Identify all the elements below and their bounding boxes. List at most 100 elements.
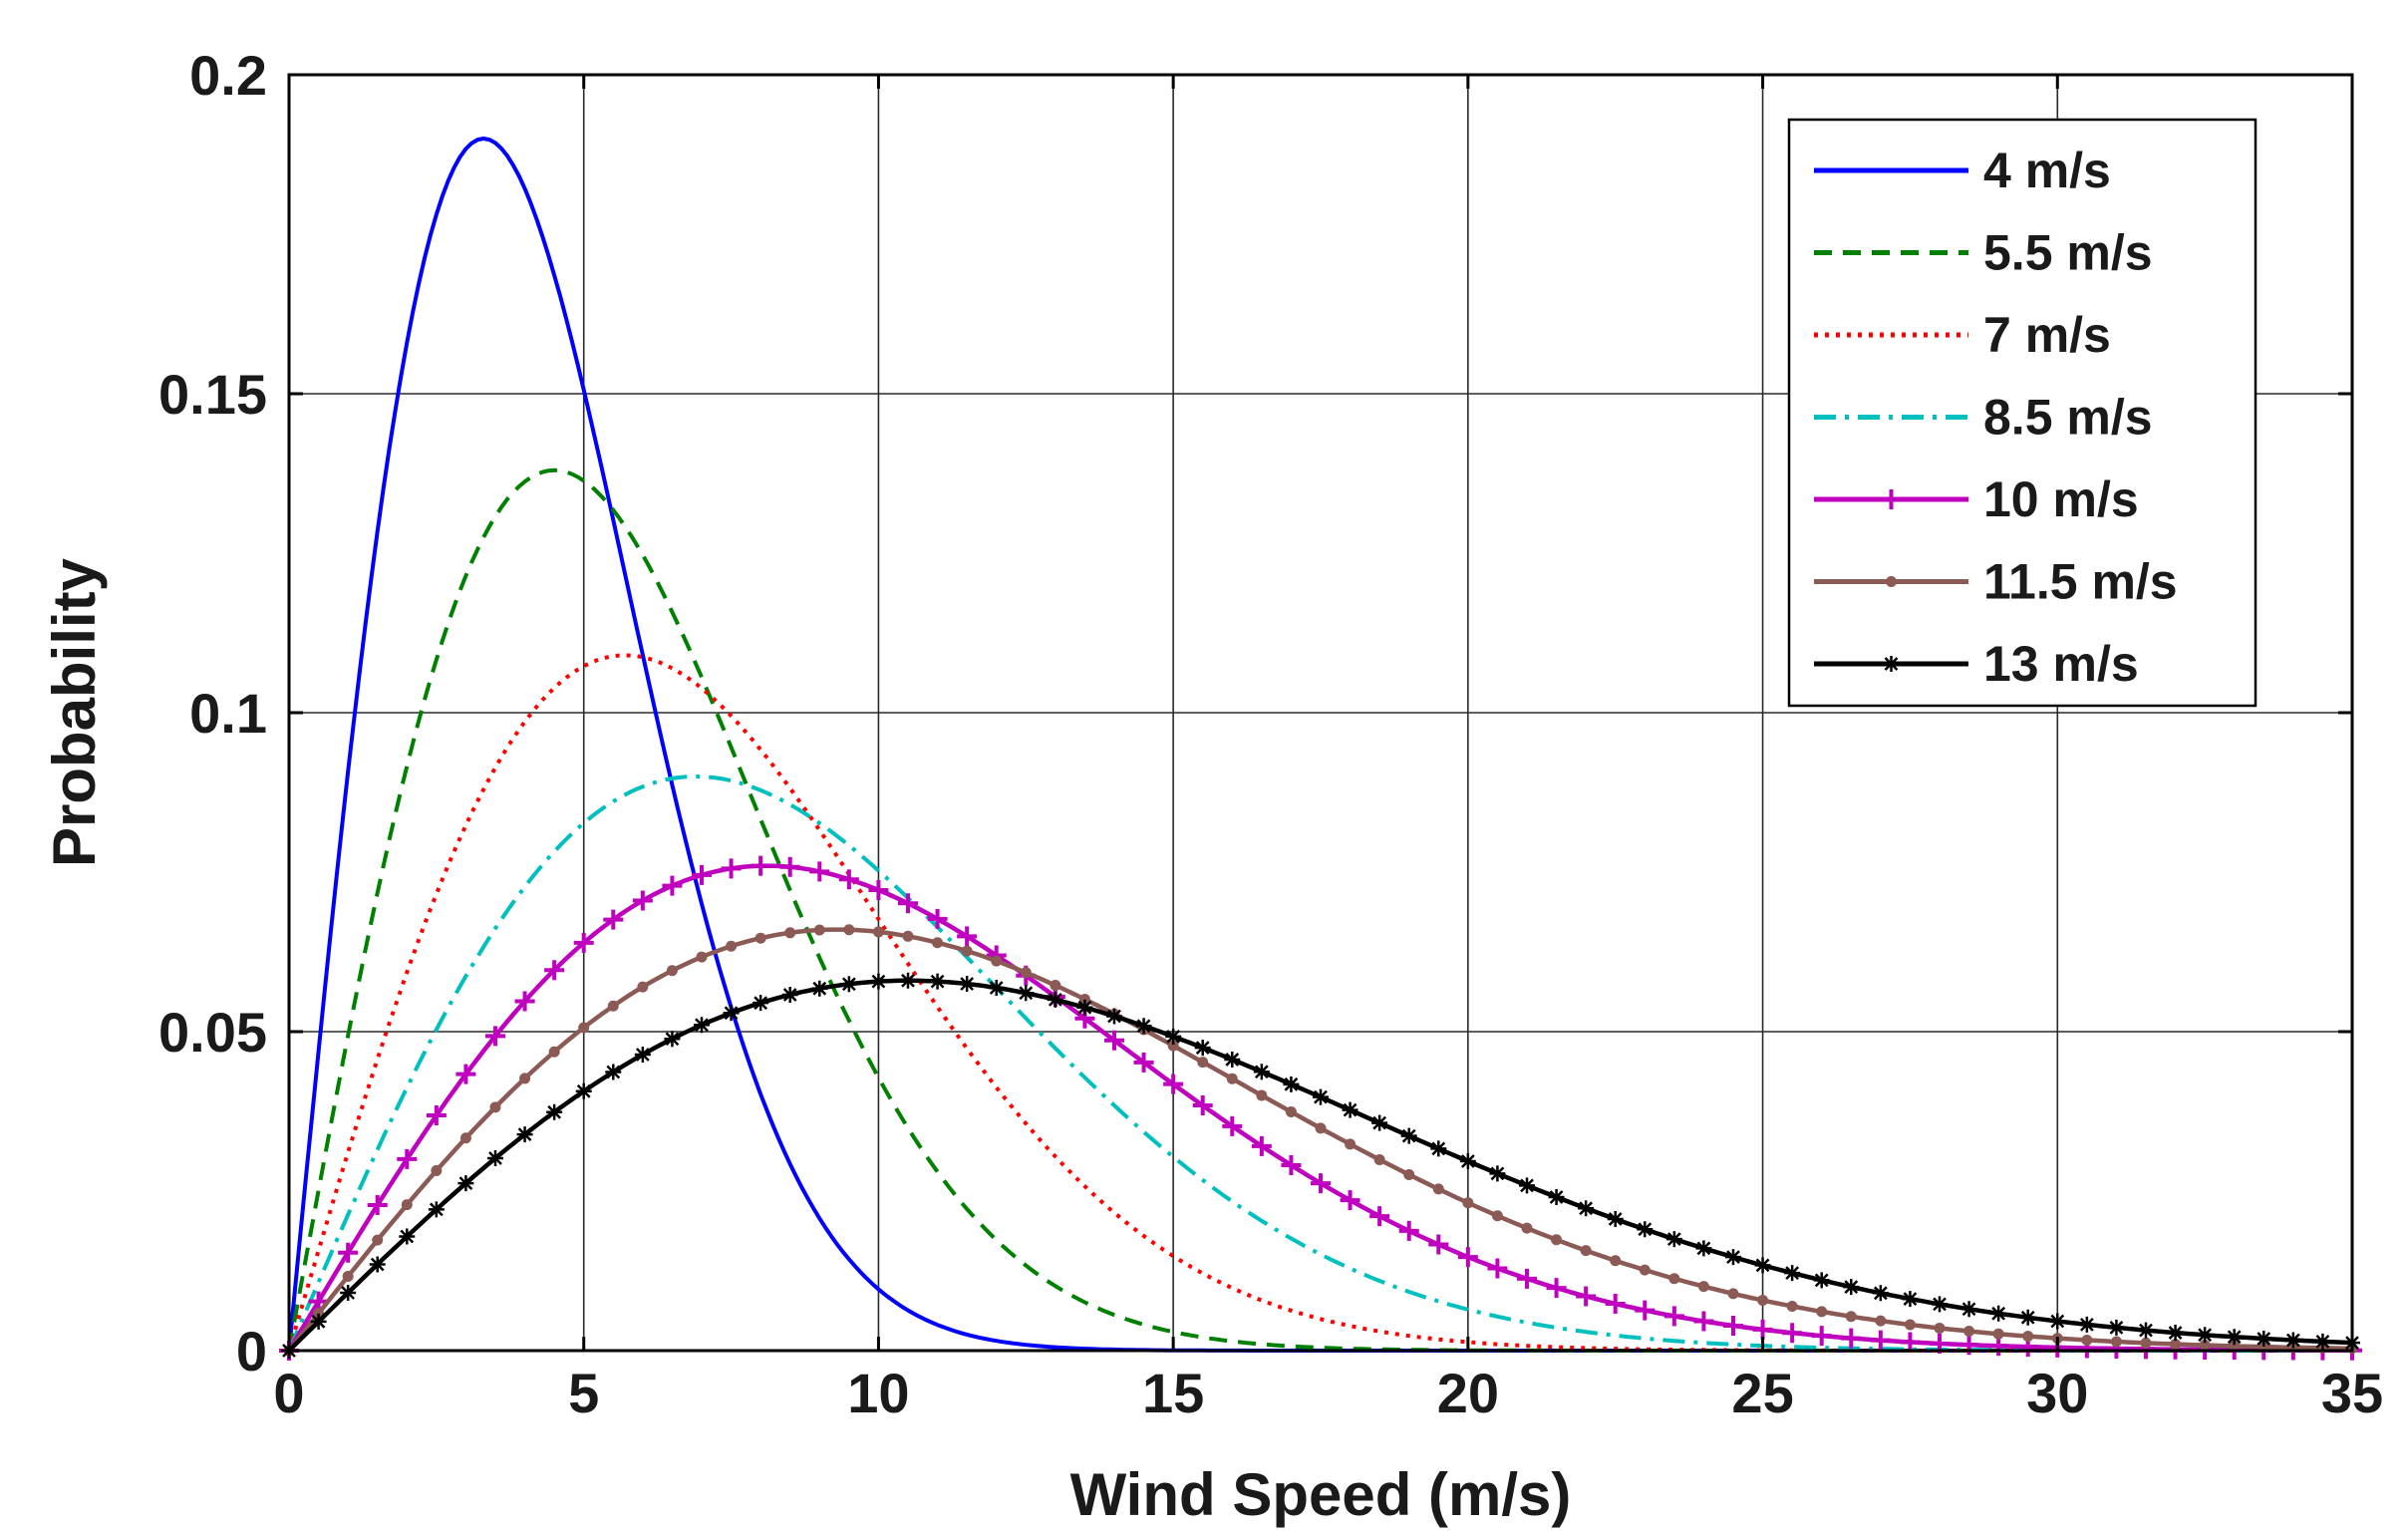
- data-point: [1635, 1300, 1656, 1321]
- data-point: [2022, 1331, 2034, 1343]
- data-point: [2108, 1319, 2125, 1336]
- data-point: [781, 986, 798, 1003]
- data-point: [1757, 1295, 1769, 1307]
- data-point: [369, 1256, 386, 1273]
- data-point: [726, 940, 738, 952]
- data-point: [605, 1064, 622, 1080]
- data-point: [487, 1150, 503, 1167]
- data-point: [401, 1199, 413, 1211]
- data-point: [338, 1242, 359, 1263]
- legend-entry: 8.5 m/s: [1814, 390, 2153, 446]
- data-point: [1872, 1285, 1889, 1302]
- x-tick-label: 10: [847, 1362, 909, 1424]
- data-point: [843, 924, 855, 936]
- data-point: [1163, 1074, 1184, 1094]
- data-point: [1078, 994, 1090, 1006]
- legend-label: 8.5 m/s: [1983, 390, 2153, 446]
- data-point: [1457, 1247, 1478, 1268]
- data-point: [310, 1313, 327, 1330]
- data-point: [1430, 1140, 1447, 1157]
- data-point: [1900, 1332, 1921, 1353]
- data-point: [1428, 1234, 1449, 1255]
- data-point: [544, 960, 565, 981]
- data-point: [2110, 1336, 2122, 1348]
- x-tick-labels: 0 5 10 15 20 25 30 35: [273, 1362, 2383, 1424]
- legend-marker: [1881, 489, 1902, 509]
- data-point: [1167, 1040, 1179, 1052]
- data-point: [2199, 1340, 2211, 1352]
- data-point: [809, 861, 830, 882]
- data-point: [752, 995, 769, 1012]
- data-point: [1727, 1288, 1739, 1300]
- data-point: [1665, 1231, 1682, 1248]
- data-point: [397, 1148, 418, 1169]
- data-point: [573, 932, 594, 953]
- data-point: [813, 924, 825, 936]
- data-point: [1754, 1257, 1771, 1274]
- data-point: [367, 1195, 388, 1216]
- data-point: [1546, 1278, 1567, 1299]
- data-point: [1578, 1200, 1595, 1217]
- data-point: [1315, 1122, 1327, 1134]
- data-point: [1104, 1030, 1124, 1051]
- data-point: [1697, 1281, 1709, 1293]
- data-point: [988, 979, 1005, 996]
- data-point: [2226, 1329, 2243, 1346]
- data-point: [811, 980, 828, 997]
- data-point: [1548, 1188, 1565, 1205]
- data-point: [489, 1101, 501, 1113]
- data-point: [751, 855, 771, 876]
- series-8-5-m-s: [287, 774, 2352, 1353]
- data-point: [2078, 1316, 2095, 1333]
- data-point: [1580, 1245, 1592, 1257]
- x-tick-label: 25: [1731, 1362, 1793, 1424]
- data-point: [1253, 1064, 1270, 1080]
- data-point: [1963, 1326, 1975, 1338]
- axis-ticks: [287, 73, 2354, 1353]
- data-point: [870, 973, 887, 990]
- data-point: [342, 1271, 354, 1283]
- legend-entry: 13 m/s: [1814, 636, 2139, 692]
- data-point: [426, 1105, 447, 1125]
- data-point: [1459, 1153, 1476, 1169]
- data-point: [1934, 1322, 1946, 1334]
- data-point: [1462, 1197, 1474, 1209]
- data-point: [1135, 1018, 1152, 1035]
- x-tick-label: 15: [1142, 1362, 1204, 1424]
- data-point: [455, 1064, 476, 1084]
- data-point: [1786, 1300, 1798, 1312]
- data-point: [1345, 1138, 1356, 1150]
- data-point: [1281, 1154, 1302, 1175]
- data-point: [838, 869, 859, 890]
- legend-entry: 5.5 m/s: [1814, 225, 2153, 281]
- legend-marker: [1883, 656, 1900, 672]
- data-point: [1400, 1127, 1417, 1144]
- y-tick-label: 0: [236, 1320, 267, 1383]
- data-point: [959, 976, 976, 993]
- data-point: [1845, 1311, 1857, 1323]
- data-point: [1782, 1323, 1803, 1344]
- data-point: [784, 927, 796, 939]
- series-line: [287, 774, 2352, 1353]
- data-point: [932, 937, 944, 949]
- data-point: [1811, 1326, 1832, 1347]
- y-tick-label: 0.2: [189, 44, 267, 107]
- data-point: [1076, 999, 1093, 1016]
- data-point: [2197, 1327, 2214, 1344]
- data-point: [2140, 1337, 2152, 1349]
- data-point: [1194, 1040, 1211, 1057]
- data-point: [1607, 1210, 1624, 1227]
- legend-entry: 4 m/s: [1814, 143, 2111, 198]
- data-point: [1311, 1173, 1331, 1194]
- data-point: [1521, 1222, 1533, 1234]
- data-point: [1605, 1293, 1626, 1314]
- legend-box: [1787, 118, 2258, 708]
- data-point: [1222, 1115, 1243, 1136]
- data-point: [1932, 1296, 1948, 1313]
- y-tick-label: 0.1: [189, 682, 267, 745]
- data-point: [514, 991, 535, 1012]
- data-point: [1668, 1273, 1680, 1285]
- data-point: [1725, 1249, 1741, 1266]
- data-point: [898, 893, 918, 914]
